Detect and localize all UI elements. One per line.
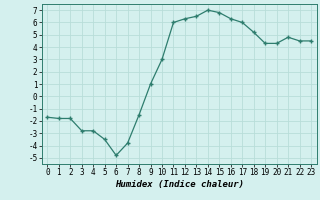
X-axis label: Humidex (Indice chaleur): Humidex (Indice chaleur) <box>115 180 244 189</box>
